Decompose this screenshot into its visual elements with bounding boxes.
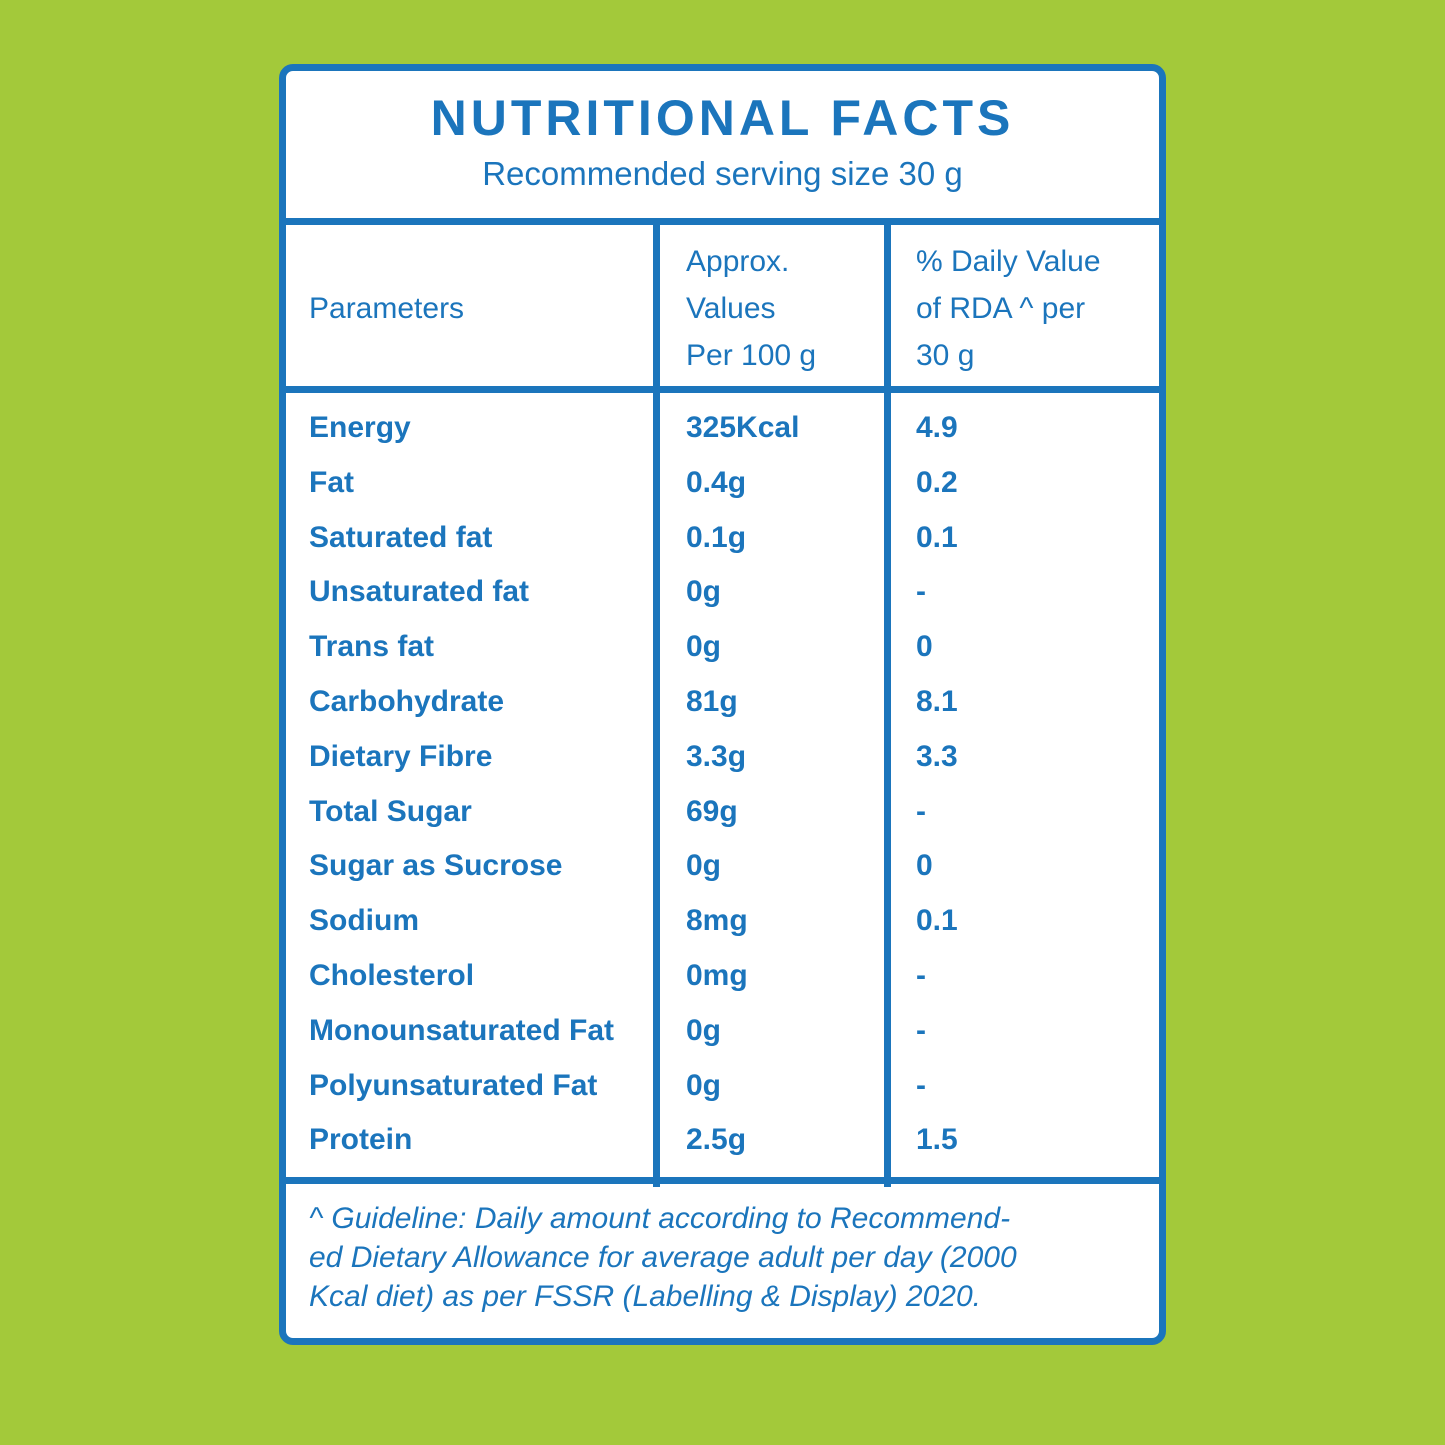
footnote: ed Dietary Allowance for average adult p…	[309, 1241, 1017, 1274]
value: 1.5	[916, 1123, 958, 1157]
footnote: Kcal diet) as per FSSR (Labelling & Disp…	[309, 1280, 981, 1313]
value: 0.1	[916, 520, 958, 554]
value: -	[916, 1068, 926, 1102]
value: 4.9	[916, 411, 958, 444]
value: 0g	[686, 1068, 722, 1102]
column-header: of RDA ^ per	[916, 291, 1086, 325]
parameter: Sugar as Sucrose	[309, 849, 563, 883]
value: 0g	[686, 630, 722, 664]
parameter: Trans fat	[309, 630, 435, 664]
parameter: Cholesterol	[309, 959, 475, 992]
parameter: Carbohydrate	[309, 685, 505, 718]
value: 81g	[686, 685, 738, 718]
parameter: Total Sugar	[309, 794, 472, 828]
column-header: Parameters	[309, 291, 465, 325]
value: 0.2	[916, 465, 958, 499]
column-header: % Daily Value	[916, 244, 1101, 278]
divider	[279, 386, 1166, 393]
value: 0.4g	[686, 465, 747, 499]
facts-card	[279, 64, 1166, 1345]
parameter: Sodium	[309, 904, 419, 938]
footnote: ^ Guideline: Daily amount according to R…	[309, 1202, 1011, 1235]
value: 69g	[686, 794, 738, 828]
value: 0mg	[686, 959, 748, 992]
value: 0g	[686, 575, 722, 609]
value: 0	[916, 849, 933, 883]
divider	[279, 218, 1166, 225]
value: -	[916, 1013, 926, 1047]
parameter: Protein	[309, 1123, 413, 1157]
value: 0	[916, 630, 933, 664]
parameter: Energy	[309, 411, 411, 444]
parameter: Polyunsaturated Fat	[309, 1068, 598, 1102]
parameter: Saturated fat	[309, 520, 493, 554]
value: 0.1	[916, 904, 958, 938]
value: 0.1g	[686, 520, 747, 554]
title: NUTRITIONAL FACTS	[430, 90, 1015, 146]
parameter: Dietary Fibre	[309, 739, 493, 773]
value: 3.3	[916, 739, 958, 773]
value: -	[916, 959, 926, 992]
value: 0g	[686, 1013, 722, 1047]
value: -	[916, 575, 926, 609]
value: 8mg	[686, 904, 748, 938]
value: -	[916, 794, 926, 828]
divider	[279, 1177, 1166, 1184]
column-header: Values	[686, 291, 776, 325]
parameter: Monounsaturated Fat	[309, 1013, 614, 1047]
column-divider	[653, 222, 660, 1187]
parameter: Unsaturated fat	[309, 575, 530, 609]
value: 8.1	[916, 685, 958, 718]
parameter: Fat	[309, 465, 354, 499]
column-divider	[884, 222, 891, 1187]
column-header: Approx.	[686, 244, 790, 278]
value: 325Kcal	[686, 411, 800, 444]
value: 0g	[686, 849, 722, 883]
value: 2.5g	[686, 1123, 747, 1157]
column-header: Per 100 g	[686, 338, 817, 372]
subtitle: Recommended serving size 30 g	[482, 155, 963, 192]
column-header: 30 g	[916, 338, 975, 372]
value: 3.3g	[686, 739, 747, 773]
